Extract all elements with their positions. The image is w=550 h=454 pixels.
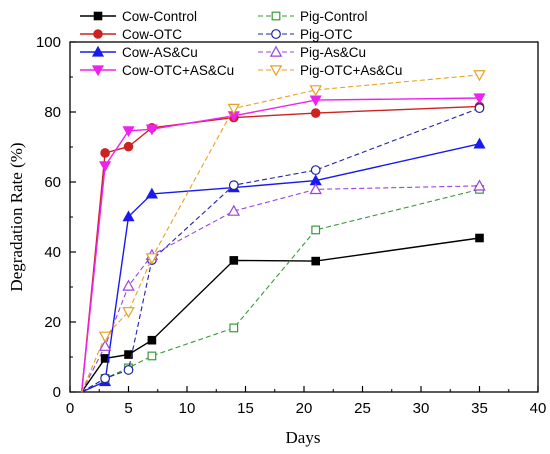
legend-item: Cow-Control <box>80 9 197 24</box>
series-cow-control <box>81 233 484 393</box>
x-tick-label: 15 <box>237 400 254 417</box>
data-point <box>227 204 241 216</box>
series-pig-otc-as-cu <box>81 70 486 393</box>
y-tick-label: 20 <box>44 314 61 331</box>
x-tick-label: 35 <box>471 400 488 417</box>
y-axis-title: Degradation Rate (%) <box>7 142 26 291</box>
legend-marker <box>93 11 103 21</box>
series-line <box>81 107 480 393</box>
data-point <box>147 335 157 345</box>
legend-label: Pig-As&Cu <box>300 45 366 60</box>
data-point <box>228 180 239 191</box>
series-line <box>81 237 480 393</box>
legend-item: Pig-OTC <box>258 27 353 42</box>
legend-label: Cow-Control <box>122 9 197 24</box>
legend-label: Pig-OTC+As&Cu <box>300 63 402 78</box>
data-point <box>122 126 135 138</box>
data-point <box>100 148 110 158</box>
data-point <box>227 103 241 115</box>
x-tick-label: 20 <box>296 400 313 417</box>
plot-frame <box>69 41 539 393</box>
x-tick-label: 40 <box>530 400 547 417</box>
legend-label: Pig-Control <box>300 9 368 24</box>
legend-label: Cow-AS&Cu <box>122 45 198 60</box>
series-line <box>81 74 480 393</box>
data-point <box>473 179 486 191</box>
legend-marker <box>269 65 283 77</box>
series-line <box>81 188 480 393</box>
data-point <box>229 323 239 333</box>
data-point <box>147 351 157 361</box>
legend-item: Pig-Control <box>258 9 368 24</box>
legend-marker <box>269 45 283 57</box>
data-point <box>229 256 239 265</box>
data-point <box>98 339 112 351</box>
x-tick-label: 0 <box>66 400 74 417</box>
legend-marker <box>271 29 281 39</box>
y-tick-label: 40 <box>44 244 61 261</box>
data-point <box>309 85 322 97</box>
legend-label: Pig-OTC <box>300 27 353 42</box>
data-point <box>473 137 486 149</box>
legend: Cow-Control Cow-OTC Cow-AS&Cu Cow-OTC+AS&Cu… <box>80 9 402 78</box>
data-point <box>122 307 135 319</box>
data-point <box>311 256 320 266</box>
data-point <box>98 331 112 343</box>
series-cow-otc-as-cu <box>81 93 486 393</box>
legend-marker <box>91 65 105 77</box>
x-tick-label: 5 <box>124 400 132 417</box>
x-tick-label: 30 <box>413 400 430 417</box>
series-line <box>81 97 480 393</box>
legend-item: Pig-OTC+As&Cu <box>258 63 402 78</box>
y-tick-label: 60 <box>44 174 61 191</box>
data-point <box>310 108 321 118</box>
y-tick-label: 100 <box>36 34 61 51</box>
data-point <box>473 70 486 82</box>
data-point <box>100 373 110 384</box>
data-point <box>122 279 135 291</box>
data-point <box>145 187 158 199</box>
legend-marker <box>271 11 281 21</box>
data-point <box>123 141 134 152</box>
data-point <box>99 161 112 173</box>
y-tick-label: 80 <box>44 104 61 121</box>
series-pig-control <box>81 184 484 393</box>
legend-label: Cow-OTC+AS&Cu <box>122 63 234 78</box>
x-tick-label: 10 <box>179 400 196 417</box>
plot-area <box>81 70 486 393</box>
legend-label: Cow-OTC <box>122 27 182 42</box>
series-cow-as-cu <box>81 137 486 393</box>
legend-marker <box>91 45 105 57</box>
series-pig-otc <box>81 103 485 393</box>
series-line <box>81 143 480 393</box>
legend-item: Cow-OTC <box>80 27 182 42</box>
data-point <box>145 124 158 136</box>
axes: 0 5 10 15 20 25 30 35 40 0 20 40 60 80 100 <box>36 34 546 417</box>
series-line <box>81 105 480 393</box>
data-point <box>122 210 135 222</box>
data-point <box>473 93 486 105</box>
y-tick-label: 0 <box>53 384 61 401</box>
data-point <box>475 233 484 243</box>
series-cow-otc <box>81 101 485 393</box>
data-point <box>145 253 159 265</box>
x-tick-label: 25 <box>354 400 371 417</box>
legend-marker <box>93 29 103 39</box>
data-point <box>474 103 485 114</box>
data-point <box>311 225 321 235</box>
data-point <box>310 165 321 176</box>
legend-item: Cow-AS&Cu <box>80 45 198 60</box>
x-axis-title: Days <box>286 428 321 447</box>
legend-item: Cow-OTC+AS&Cu <box>80 63 234 78</box>
legend-item: Pig-As&Cu <box>258 45 366 60</box>
data-point <box>123 365 134 375</box>
data-point <box>309 182 322 195</box>
